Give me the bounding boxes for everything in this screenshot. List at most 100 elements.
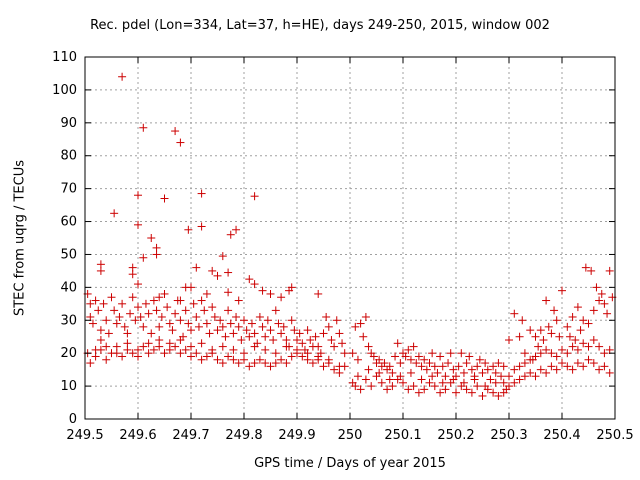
data-point xyxy=(324,355,333,364)
data-point xyxy=(202,319,211,328)
data-point xyxy=(563,322,572,331)
data-point xyxy=(287,283,296,292)
data-point xyxy=(510,365,519,374)
x-tick-label: 249.7 xyxy=(172,428,209,443)
data-point xyxy=(250,329,259,338)
data-point xyxy=(210,312,219,321)
data-points xyxy=(83,72,617,400)
data-point xyxy=(412,359,421,368)
data-point xyxy=(271,306,280,315)
data-point xyxy=(282,359,291,368)
data-point xyxy=(123,339,132,348)
data-point xyxy=(134,303,142,312)
data-point xyxy=(112,319,121,328)
data-point xyxy=(128,293,137,302)
data-point xyxy=(263,316,272,325)
data-point xyxy=(168,326,177,335)
y-tick-label: 60 xyxy=(60,215,77,230)
data-point xyxy=(131,316,140,325)
data-point xyxy=(573,303,582,312)
grid-lines xyxy=(85,57,615,419)
data-point xyxy=(552,365,561,374)
data-point xyxy=(438,362,447,371)
data-point xyxy=(558,359,566,368)
data-point xyxy=(470,375,479,384)
y-tick-label: 90 xyxy=(60,116,77,131)
data-point xyxy=(393,339,402,348)
data-point xyxy=(547,329,556,338)
data-point xyxy=(144,349,153,358)
data-point xyxy=(197,222,206,231)
data-point xyxy=(218,322,227,331)
data-point xyxy=(579,316,588,325)
data-point xyxy=(229,355,238,364)
data-point xyxy=(536,326,545,335)
data-point xyxy=(351,322,360,331)
data-point xyxy=(478,368,487,377)
data-point xyxy=(99,299,108,308)
y-tick-label: 50 xyxy=(60,247,77,262)
data-point xyxy=(171,127,180,136)
data-point xyxy=(563,362,572,371)
data-point xyxy=(595,296,604,305)
data-point xyxy=(232,225,241,234)
data-point xyxy=(155,293,164,302)
data-point xyxy=(385,375,394,384)
data-point xyxy=(139,253,148,262)
data-point xyxy=(446,349,455,358)
data-point xyxy=(404,345,413,354)
data-point xyxy=(467,365,476,374)
x-tick-label: 250.3 xyxy=(490,428,527,443)
data-point xyxy=(605,368,614,377)
data-point xyxy=(436,388,445,397)
data-point xyxy=(404,385,413,394)
data-point xyxy=(603,309,612,318)
data-point xyxy=(417,375,426,384)
data-point xyxy=(414,388,423,397)
data-point xyxy=(406,368,415,377)
data-point xyxy=(324,322,333,331)
data-point xyxy=(558,345,566,354)
data-point xyxy=(330,342,339,351)
data-point xyxy=(202,289,211,298)
data-point xyxy=(134,345,142,354)
data-point xyxy=(287,316,296,325)
data-point xyxy=(303,349,312,358)
data-point xyxy=(510,309,519,318)
data-point xyxy=(465,352,474,361)
data-point xyxy=(160,289,169,298)
data-point xyxy=(245,332,254,341)
data-point xyxy=(176,336,185,345)
data-point xyxy=(163,303,172,312)
data-point xyxy=(152,250,161,259)
data-point xyxy=(224,268,233,277)
data-point xyxy=(494,391,503,400)
y-tick-label: 0 xyxy=(69,412,77,427)
data-point xyxy=(91,296,100,305)
data-point xyxy=(290,326,299,335)
y-tick-label: 30 xyxy=(60,313,77,328)
data-point xyxy=(558,286,566,295)
data-point xyxy=(213,355,222,364)
data-point xyxy=(515,375,524,384)
data-point xyxy=(128,270,137,279)
data-point xyxy=(96,266,105,275)
data-point xyxy=(581,263,590,272)
data-point xyxy=(86,299,95,308)
data-point xyxy=(515,332,524,341)
data-point xyxy=(192,312,201,321)
data-point xyxy=(208,345,217,354)
y-tick-label: 110 xyxy=(52,50,77,65)
data-point xyxy=(531,372,540,381)
data-point xyxy=(481,382,490,391)
data-point xyxy=(255,312,264,321)
data-point xyxy=(406,355,415,364)
data-point xyxy=(597,289,606,298)
data-point xyxy=(481,359,490,368)
x-tick-label: 250 xyxy=(338,428,363,443)
data-point xyxy=(226,319,235,328)
data-point xyxy=(473,382,482,391)
data-point xyxy=(396,372,405,381)
data-point xyxy=(539,336,548,345)
